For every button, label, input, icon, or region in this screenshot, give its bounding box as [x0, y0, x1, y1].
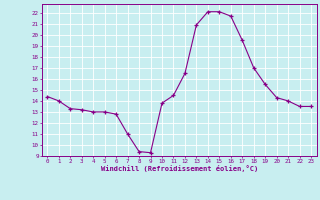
- X-axis label: Windchill (Refroidissement éolien,°C): Windchill (Refroidissement éolien,°C): [100, 165, 258, 172]
